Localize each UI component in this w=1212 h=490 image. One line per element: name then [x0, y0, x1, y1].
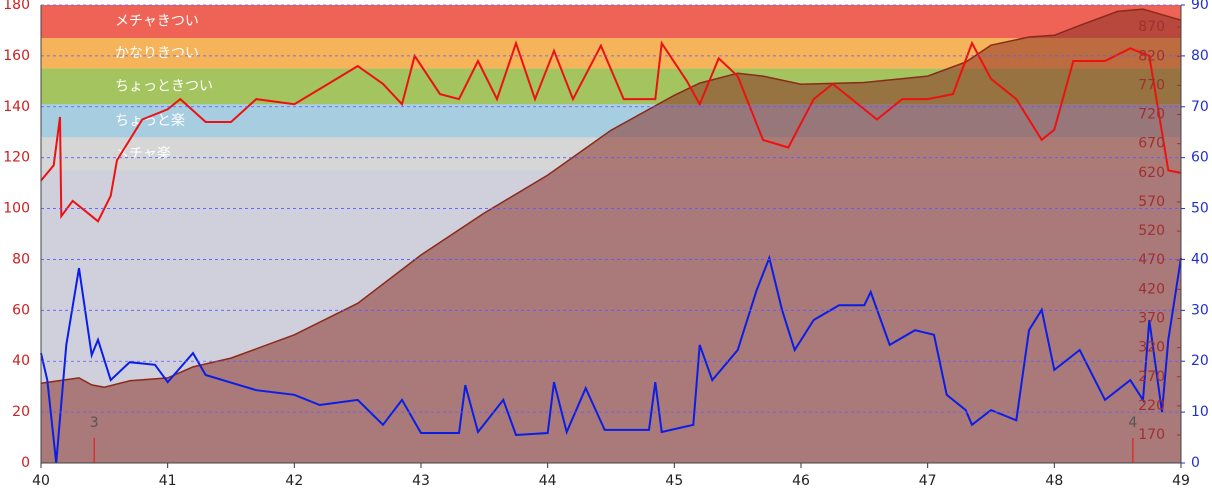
zone-label: ちょっときつい — [115, 78, 213, 94]
y2-tick-label: 670 — [1138, 136, 1165, 152]
y-tick-label: 20 — [12, 404, 30, 420]
x-tick-label: 41 — [159, 473, 177, 489]
y2-tick-label: 420 — [1138, 281, 1165, 297]
y2-tick-label: 620 — [1138, 165, 1165, 181]
y2-tick-label: 320 — [1138, 340, 1165, 356]
y-tick-label: 100 — [3, 201, 30, 217]
zone-band — [41, 5, 1181, 39]
x-tick-label: 45 — [665, 473, 683, 489]
y2-tick-label: 770 — [1138, 77, 1165, 93]
x-tick-label: 49 — [1172, 473, 1190, 489]
series-line — [40, 254, 1182, 464]
y3-tick-label: 60 — [1191, 150, 1209, 166]
y3-tick-label: 70 — [1191, 99, 1209, 115]
y3-tick-label: 10 — [1191, 404, 1209, 420]
y2-tick-label: 370 — [1138, 310, 1165, 326]
y3-tick-label: 80 — [1191, 48, 1209, 64]
y2-tick-label: 820 — [1138, 48, 1165, 64]
y3-tick-label: 0 — [1191, 455, 1200, 471]
x-tick-label: 47 — [919, 473, 937, 489]
y3-tick-label: 30 — [1191, 302, 1209, 318]
x-tick-label: 43 — [412, 473, 430, 489]
y2-tick-label: 520 — [1138, 223, 1165, 239]
y-tick-label: 160 — [3, 48, 30, 64]
y-tick-label: 60 — [12, 302, 30, 318]
series-line — [40, 8, 1182, 388]
y2-tick-label: 720 — [1138, 107, 1165, 123]
y3-tick-label: 20 — [1191, 353, 1209, 369]
elevation-area — [41, 9, 1181, 463]
x-tick-label: 48 — [1045, 473, 1063, 489]
zone-label: かなりきつい — [115, 45, 199, 61]
x-tick-label: 44 — [539, 473, 557, 489]
lap-label: 4 — [1128, 415, 1137, 431]
lap-label: 3 — [90, 415, 99, 431]
y2-tick-label: 870 — [1138, 19, 1165, 35]
y2-tick-label: 570 — [1138, 194, 1165, 210]
y-tick-label: 140 — [3, 99, 30, 115]
y3-tick-label: 40 — [1191, 251, 1209, 267]
y2-tick-label: 220 — [1138, 398, 1165, 414]
series-line — [40, 40, 1182, 223]
zone-label: メチャきつい — [115, 14, 199, 30]
y3-tick-label: 50 — [1191, 201, 1209, 217]
y2-tick-label: 170 — [1138, 427, 1165, 443]
y2-tick-label: 470 — [1138, 252, 1165, 268]
y-tick-label: 80 — [12, 251, 30, 267]
x-tick-label: 40 — [32, 473, 50, 489]
x-tick-label: 42 — [285, 473, 303, 489]
y-tick-label: 0 — [21, 455, 30, 471]
y2-tick-label: 270 — [1138, 369, 1165, 385]
y3-tick-label: 90 — [1191, 0, 1209, 13]
y-tick-label: 120 — [3, 150, 30, 166]
y-tick-label: 40 — [12, 353, 30, 369]
zone-label: ちょっと楽 — [115, 113, 185, 129]
y-tick-label: 180 — [3, 0, 30, 13]
x-tick-label: 46 — [792, 473, 810, 489]
